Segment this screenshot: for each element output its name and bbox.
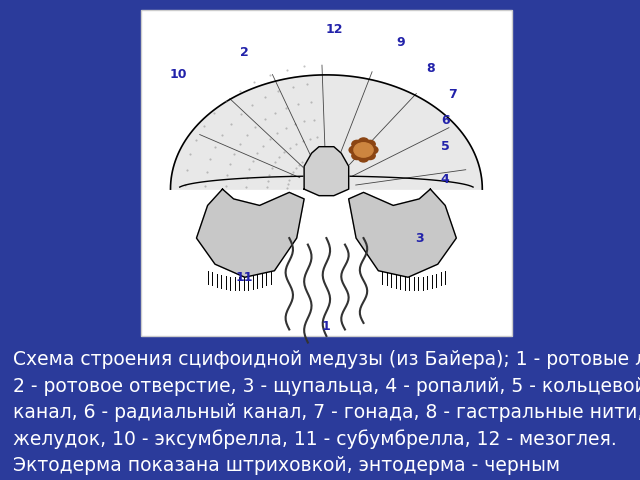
Text: Эктодерма показана штриховкой, энтодерма - черным: Эктодерма показана штриховкой, энтодерма…: [13, 456, 560, 475]
Text: 4: 4: [441, 173, 449, 186]
Circle shape: [354, 143, 373, 157]
Text: 9: 9: [396, 36, 405, 49]
Circle shape: [367, 146, 378, 154]
Circle shape: [358, 154, 369, 162]
Text: 7: 7: [448, 88, 457, 101]
Text: желудок, 10 - эксумбрелла, 11 - субумбрелла, 12 - мезоглея.: желудок, 10 - эксумбрелла, 11 - субумбре…: [13, 430, 616, 449]
Text: 3: 3: [415, 231, 424, 245]
Text: Схема строения сцифоидной медузы (из Байера); 1 - ротовые лопасти,: Схема строения сцифоидной медузы (из Бай…: [13, 350, 640, 370]
Text: 10: 10: [169, 68, 187, 82]
Circle shape: [349, 146, 360, 154]
Text: 5: 5: [441, 140, 449, 153]
Circle shape: [352, 152, 362, 159]
Circle shape: [358, 138, 369, 145]
Bar: [141, 10, 512, 336]
Circle shape: [352, 140, 362, 148]
Polygon shape: [304, 147, 349, 196]
Text: 12: 12: [325, 23, 342, 36]
Circle shape: [365, 140, 375, 148]
Text: 1: 1: [322, 320, 331, 333]
Text: 8: 8: [426, 62, 435, 75]
Text: 6: 6: [441, 114, 449, 127]
Text: 2 - ротовое отверстие, 3 - щупальца, 4 - ропалий, 5 - кольцевой: 2 - ротовое отверстие, 3 - щупальца, 4 -…: [13, 377, 640, 396]
Text: 11: 11: [236, 271, 253, 284]
Text: 2: 2: [241, 46, 249, 59]
Text: канал, 6 - радиальный канал, 7 - гонада, 8 - гастральные нити, 9 -: канал, 6 - радиальный канал, 7 - гонада,…: [13, 403, 640, 422]
Polygon shape: [349, 189, 456, 277]
Polygon shape: [170, 75, 483, 189]
Polygon shape: [196, 189, 304, 277]
Circle shape: [365, 152, 375, 159]
